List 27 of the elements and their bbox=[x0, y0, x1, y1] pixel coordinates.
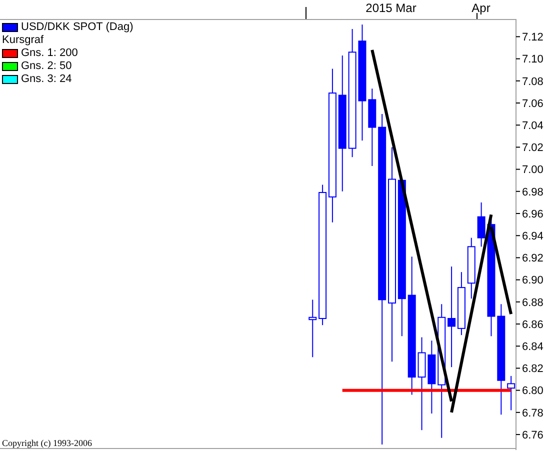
legend-label: Gns. 1: 200 bbox=[21, 47, 78, 60]
y-tick-label: 6.84 bbox=[522, 341, 544, 354]
y-tick-label: 6.96 bbox=[522, 208, 544, 220]
text: Apr bbox=[472, 1, 490, 15]
text: 2015 Mar bbox=[366, 1, 416, 15]
y-tick-label: 6.78 bbox=[522, 407, 544, 420]
y-tick-label: 6.86 bbox=[522, 318, 544, 331]
y-tick-label: 7.10 bbox=[522, 54, 544, 66]
y-tick-label: 7.08 bbox=[522, 76, 544, 88]
y-tick-label: 6.94 bbox=[522, 230, 544, 243]
y-tick-label: 7.06 bbox=[522, 98, 544, 110]
y-tick-label: 6.82 bbox=[522, 363, 544, 376]
y-tick-label: 7.00 bbox=[522, 164, 544, 176]
y-tick-label: 6.98 bbox=[522, 186, 544, 198]
y-tick-label: 6.76 bbox=[522, 429, 544, 442]
y-tick-label: 6.80 bbox=[522, 385, 544, 398]
y-tick-label: 6.92 bbox=[522, 252, 544, 265]
legend-title: Kursgraf bbox=[2, 34, 45, 47]
legend-label: USD/DKK SPOT (Dag) bbox=[21, 21, 134, 34]
y-tick-label: 7.02 bbox=[522, 142, 544, 154]
y-tick-label: 7.12 bbox=[522, 32, 544, 44]
annotation: Copyright (c) 1993-2006 bbox=[2, 438, 92, 448]
y-tick-label: 7.04 bbox=[522, 120, 544, 132]
legend-label: Gns. 3: 24 bbox=[21, 73, 72, 86]
y-tick-label: 6.90 bbox=[522, 274, 544, 287]
legend-label: Gns. 2: 50 bbox=[21, 60, 72, 73]
y-tick-label: 6.88 bbox=[522, 296, 544, 309]
